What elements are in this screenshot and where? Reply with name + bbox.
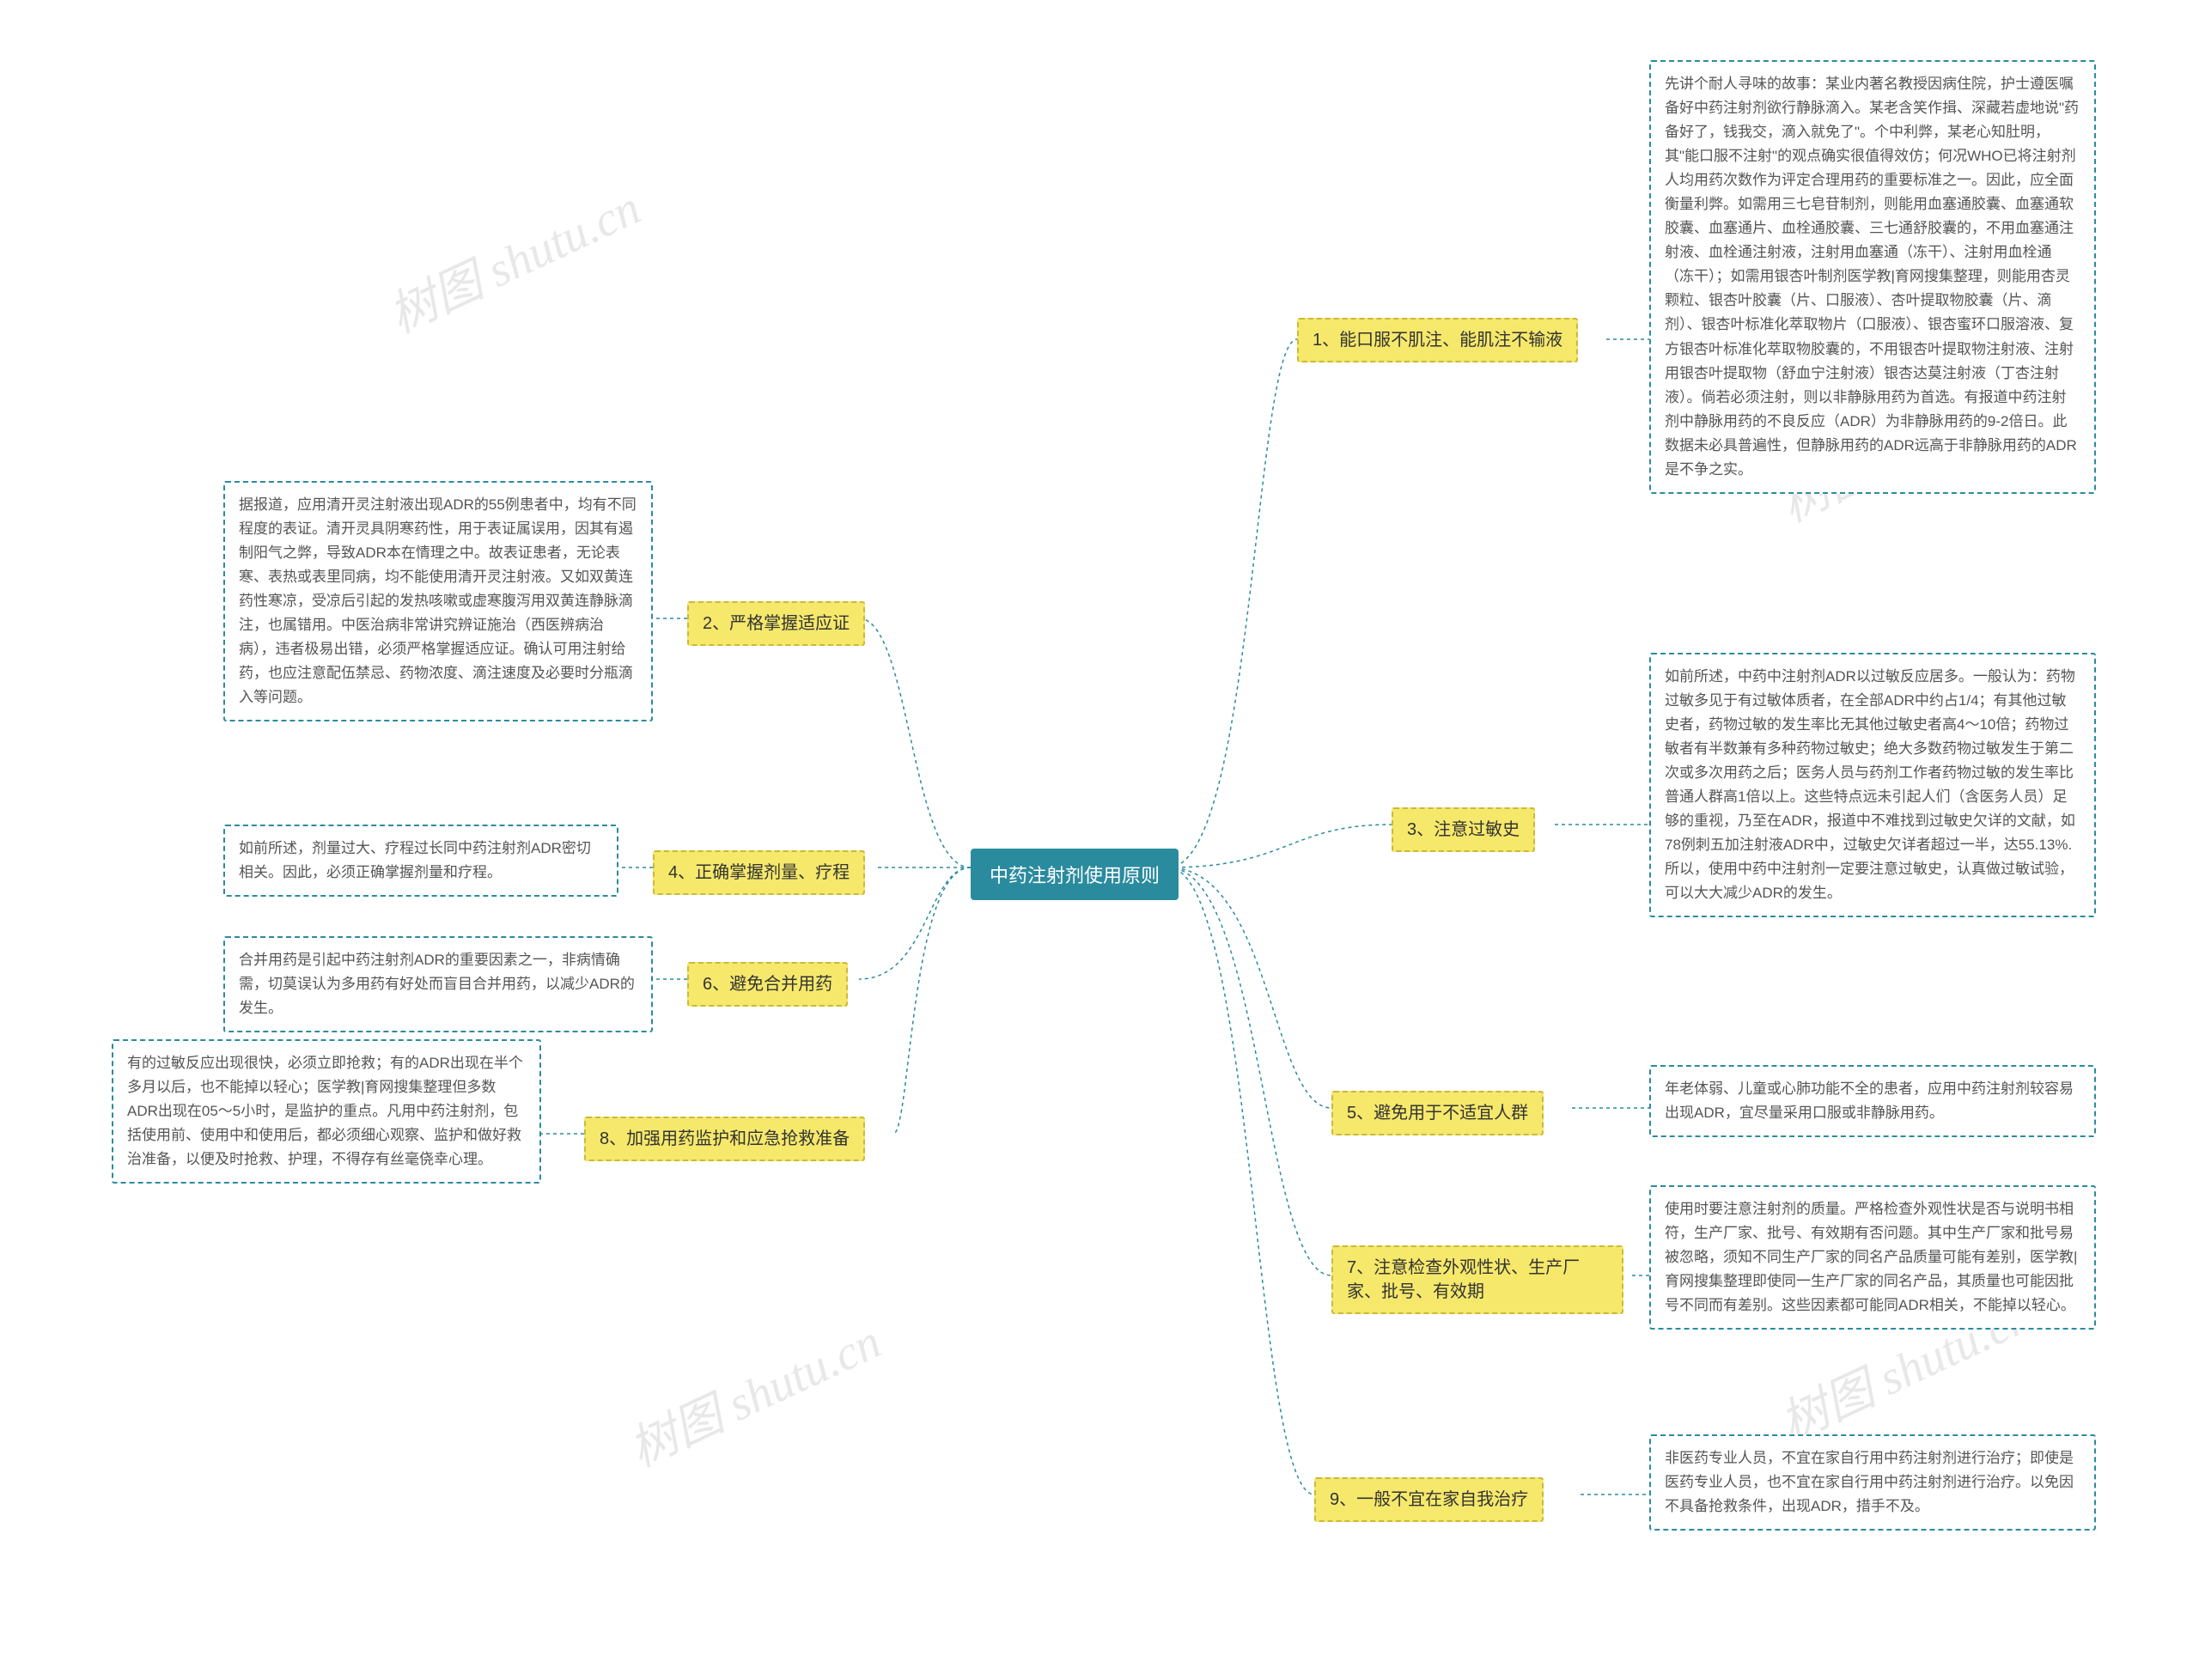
detail-7: 使用时要注意注射剂的质量。严格检查外观性状是否与说明书相符，生产厂家、批号、有效… [1649, 1185, 2096, 1330]
detail-9: 非医药专业人员，不宜在家自行用中药注射剂进行治疗；即使是医药专业人员，也不宜在家… [1649, 1434, 2096, 1531]
branch-8[interactable]: 8、加强用药监护和应急抢救准备 [584, 1117, 865, 1161]
branch-6[interactable]: 6、避免合并用药 [687, 962, 848, 1007]
branch-5[interactable]: 5、避免用于不适宜人群 [1331, 1091, 1544, 1135]
detail-6: 合并用药是引起中药注射剂ADR的重要因素之一，非病情确需，切莫误认为多用药有好处… [223, 936, 653, 1032]
watermark: 树图 shutu.cn [617, 1303, 891, 1480]
watermark: 树图 shutu.cn [376, 169, 650, 346]
detail-5: 年老体弱、儿童或心肺功能不全的患者，应用中药注射剂较容易出现ADR，宜尽量采用口… [1649, 1065, 2096, 1137]
detail-3: 如前所述，中药中注射剂ADR以过敏反应居多。一般认为：药物过敏多见于有过敏体质者… [1649, 653, 2096, 917]
detail-8: 有的过敏反应出现很快，必须立即抢救；有的ADR出现在半个多月以后，也不能掉以轻心… [112, 1039, 541, 1184]
branch-1[interactable]: 1、能口服不肌注、能肌注不输液 [1297, 318, 1578, 362]
center-node[interactable]: 中药注射剂使用原则 [971, 849, 1179, 900]
branch-2[interactable]: 2、严格掌握适应证 [687, 601, 865, 646]
branch-4[interactable]: 4、正确掌握剂量、疗程 [653, 850, 865, 895]
detail-2: 据报道，应用清开灵注射液出现ADR的55例患者中，均有不同程度的表证。清开灵具阴… [223, 481, 653, 721]
mindmap-canvas: 树图 shutu.cn 树图 shutu.cn 树图 shutu.cn 树图 s… [0, 0, 2199, 1680]
detail-4: 如前所述，剂量过大、疗程过长同中药注射剂ADR密切相关。因此，必须正确掌握剂量和… [223, 825, 618, 897]
branch-9[interactable]: 9、一般不宜在家自我治疗 [1314, 1477, 1544, 1522]
branch-3[interactable]: 3、注意过敏史 [1392, 807, 1535, 852]
detail-1: 先讲个耐人寻味的故事：某业内著名教授因病住院，护士遵医嘱备好中药注射剂欲行静脉滴… [1649, 60, 2096, 494]
branch-7[interactable]: 7、注意检查外观性状、生产厂家、批号、有效期 [1331, 1245, 1623, 1314]
